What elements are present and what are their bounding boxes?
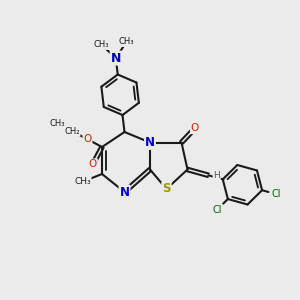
Text: CH₃: CH₃ (50, 119, 65, 128)
Text: N: N (119, 185, 130, 199)
Text: CH₃: CH₃ (94, 40, 110, 49)
Text: Cl: Cl (272, 189, 281, 199)
Text: CH₃: CH₃ (74, 177, 91, 186)
Text: H: H (213, 171, 220, 180)
Text: O: O (83, 134, 92, 144)
Text: N: N (111, 52, 121, 64)
Text: CH₃: CH₃ (119, 37, 134, 46)
Text: Cl: Cl (212, 205, 222, 214)
Text: CH₂: CH₂ (64, 127, 80, 136)
Text: S: S (162, 182, 171, 196)
Text: N: N (145, 136, 155, 149)
Text: O: O (89, 159, 97, 169)
Text: O: O (191, 123, 199, 133)
